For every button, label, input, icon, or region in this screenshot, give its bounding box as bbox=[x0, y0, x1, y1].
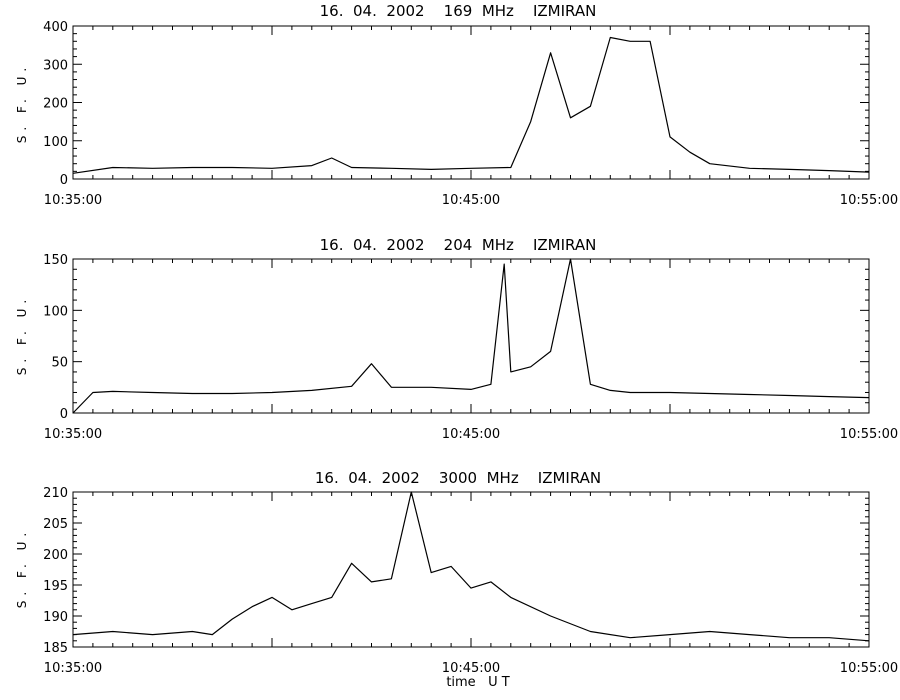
y-axis-label-169mhz: S. F. U. bbox=[15, 63, 29, 143]
panel-169mhz: 16. 04. 2002 169 MHz IZMIRAN S. F. U. 0 1… bbox=[15, 2, 898, 208]
y-tick-label-204: 50 bbox=[51, 356, 68, 371]
plot-frame-3000 bbox=[72, 491, 870, 648]
series-line-204 bbox=[72, 258, 870, 414]
chart-title-169mhz: 16. 04. 2002 169 MHz IZMIRAN bbox=[320, 2, 597, 20]
x-axis-label: time U T bbox=[446, 675, 509, 690]
plot-area-169mhz: 0 100 200 300 400 10:35:00 10:45:00 10:55:00 bbox=[43, 20, 898, 208]
plot-frame-169 bbox=[72, 25, 870, 180]
plot-area-3000mhz: 185 190 195 200 205 210 10:35:00 10:45:00 10:55:… bbox=[43, 486, 898, 676]
y-tick-label-3000: 185 bbox=[43, 641, 68, 656]
x-tick-label-204: 10:35:00 bbox=[44, 427, 102, 442]
y-tick-label-169: 200 bbox=[43, 97, 68, 112]
x-tick-label-204: 10:45:00 bbox=[442, 427, 500, 442]
panel-3000mhz: 16. 04. 2002 3000 MHz IZMIRAN S. F. U. 1… bbox=[15, 469, 898, 690]
y-tick-label-169: 0 bbox=[60, 173, 68, 188]
x-tick-label-204: 10:55:00 bbox=[840, 427, 898, 442]
y-axis-label-3000mhz: S. F. U. bbox=[15, 528, 29, 608]
y-tick-label-169: 100 bbox=[43, 135, 68, 150]
y-tick-label-204: 100 bbox=[43, 304, 68, 319]
y-tick-label-3000: 210 bbox=[43, 486, 68, 501]
y-tick-label-3000: 195 bbox=[43, 579, 68, 594]
y-tick-label-3000: 205 bbox=[43, 517, 68, 532]
x-tick-label-169: 10:45:00 bbox=[442, 193, 500, 208]
y-axis-label-204mhz: S. F. U. bbox=[15, 295, 29, 375]
y-tick-label-3000: 190 bbox=[43, 610, 68, 625]
x-tick-label-3000: 10:55:00 bbox=[840, 661, 898, 676]
y-tick-label-3000: 200 bbox=[43, 548, 68, 563]
x-tick-label-3000: 10:35:00 bbox=[44, 661, 102, 676]
panel-204mhz: 16. 04. 2002 204 MHz IZMIRAN S. F. U. 0 5… bbox=[15, 236, 898, 442]
plot-area-204mhz: 0 50 100 150 10:35:00 10:45:00 10:55:00 bbox=[43, 253, 898, 442]
y-tick-label-204: 150 bbox=[43, 253, 68, 268]
series-line-169 bbox=[72, 36, 870, 174]
x-tick-label-3000: 10:45:00 bbox=[442, 661, 500, 676]
chart-title-3000mhz: 16. 04. 2002 3000 MHz IZMIRAN bbox=[315, 469, 601, 487]
x-tick-label-169: 10:55:00 bbox=[840, 193, 898, 208]
y-tick-label-169: 400 bbox=[43, 20, 68, 35]
y-tick-label-204: 0 bbox=[60, 407, 68, 422]
chart-title-204mhz: 16. 04. 2002 204 MHz IZMIRAN bbox=[320, 236, 597, 254]
y-tick-label-169: 300 bbox=[43, 58, 68, 73]
series-line-3000 bbox=[72, 491, 870, 642]
x-tick-label-169: 10:35:00 bbox=[44, 193, 102, 208]
